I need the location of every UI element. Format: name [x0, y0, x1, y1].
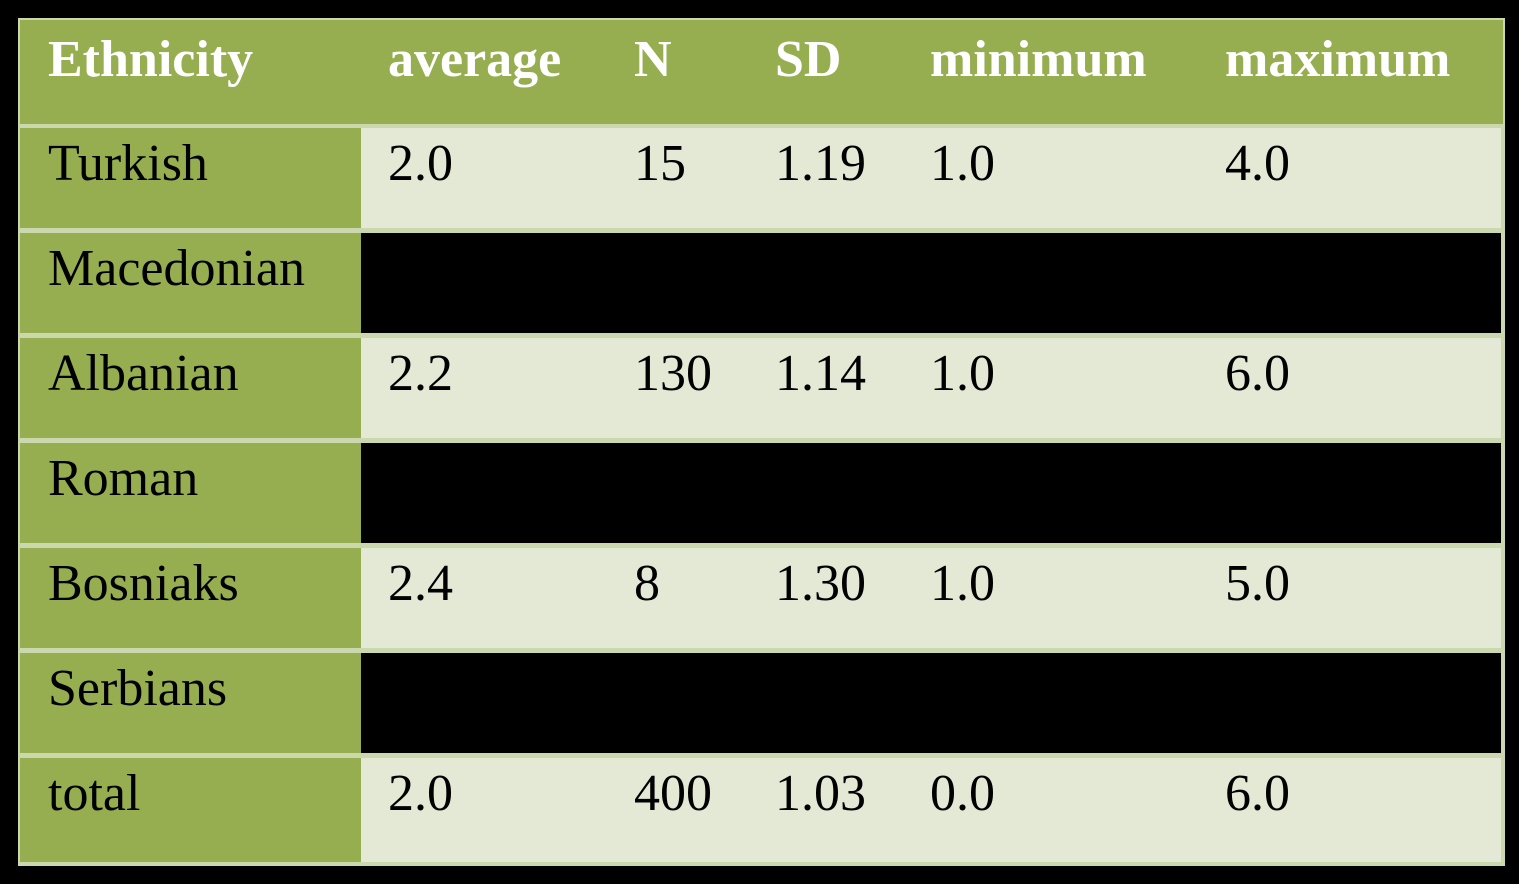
- row-label-cell: [20, 653, 361, 753]
- header-row: [20, 20, 1503, 124]
- header-cell: Ethnicity: [48, 31, 254, 88]
- value-cell: 400: [634, 765, 712, 822]
- header-cell: SD: [775, 31, 842, 88]
- redacted-cells: [361, 653, 1501, 753]
- value-cell: 2.4: [388, 555, 453, 612]
- value-cell: 1.0: [930, 345, 995, 402]
- value-cell: 5.0: [1225, 555, 1290, 612]
- data-cells: [361, 128, 1501, 228]
- value-cell: 0.0: [930, 765, 995, 822]
- value-cell: 4.0: [1225, 135, 1290, 192]
- data-cells: [361, 548, 1501, 648]
- value-cell: 2.2: [388, 345, 453, 402]
- row-label-cell: [20, 338, 361, 438]
- data-cells: [361, 338, 1501, 438]
- header-cell: average: [388, 31, 562, 88]
- header-cell: minimum: [930, 31, 1147, 88]
- row-label-cell: [20, 758, 361, 862]
- value-cell: 1.19: [775, 135, 866, 192]
- value-cell: 1.0: [930, 135, 995, 192]
- table: Ethnicity average N SD minimum maximum Turkish…: [18, 18, 1505, 866]
- redacted-cells: [361, 443, 1501, 543]
- row-label: Turkish: [48, 135, 208, 192]
- row-label: Albanian: [48, 345, 239, 402]
- header-cell: N: [634, 31, 672, 88]
- row-label: Serbians: [48, 660, 228, 717]
- value-cell: 15: [634, 135, 686, 192]
- row-label-cell: [20, 548, 361, 648]
- value-cell: 2.0: [388, 765, 453, 822]
- value-cell: 6.0: [1225, 345, 1290, 402]
- redacted-cells: [361, 233, 1501, 333]
- header-cell: maximum: [1225, 31, 1451, 88]
- value-cell: 6.0: [1225, 765, 1290, 822]
- row-label: Macedonian: [48, 240, 306, 297]
- row-label: Roman: [48, 450, 199, 507]
- data-cells: [361, 758, 1501, 862]
- value-cell: 130: [634, 345, 712, 402]
- value-cell: 8: [634, 555, 660, 612]
- row-label-cell: [20, 443, 361, 543]
- row-label-cell: [20, 233, 361, 333]
- value-cell: 2.0: [388, 135, 453, 192]
- value-cell: 1.03: [775, 765, 866, 822]
- value-cell: 1.0: [930, 555, 995, 612]
- value-cell: 1.30: [775, 555, 866, 612]
- row-label: Bosniaks: [48, 555, 239, 612]
- row-label: total: [48, 765, 141, 822]
- row-label-cell: [20, 128, 361, 228]
- value-cell: 1.14: [775, 345, 866, 402]
